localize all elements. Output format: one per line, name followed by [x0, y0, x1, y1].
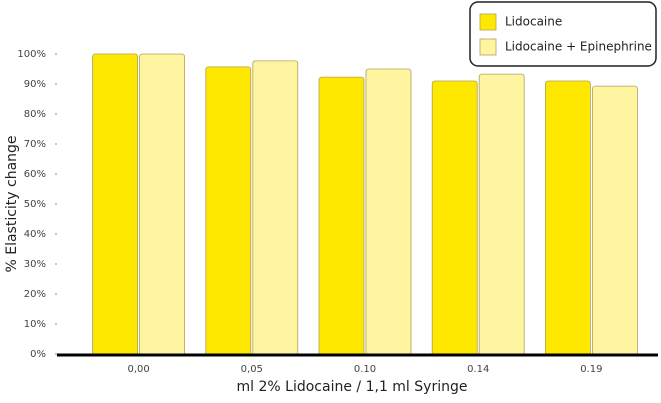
x-tick-label: 0.19 — [580, 364, 602, 375]
bar — [478, 73, 525, 355]
x-tick-label: 0,00 — [127, 364, 149, 375]
x-tick-label: 0.10 — [354, 364, 376, 375]
legend-label: Lidocaine — [505, 15, 562, 29]
y-tick-label: 90% — [24, 79, 46, 90]
x-tick-label: 0,05 — [241, 364, 263, 375]
legend-swatch — [479, 38, 497, 56]
bar — [365, 68, 412, 355]
bar — [318, 76, 365, 355]
bar — [431, 80, 478, 355]
bar — [205, 66, 252, 355]
y-tick-label: 10% — [24, 319, 46, 330]
y-axis-label: % Elasticity change — [4, 135, 20, 272]
legend-box — [469, 1, 657, 67]
y-tick-label: 20% — [24, 289, 46, 300]
y-tick-label: 80% — [24, 109, 46, 120]
y-tick-label: 100% — [17, 49, 46, 60]
y-tick-label: 30% — [24, 259, 46, 270]
x-axis-label: ml 2% Lidocaine / 1,1 ml Syringe — [237, 379, 468, 395]
bar — [252, 60, 299, 355]
x-tick-label: 0.14 — [467, 364, 489, 375]
y-tick-label: 40% — [24, 229, 46, 240]
y-tick-label: 60% — [24, 169, 46, 180]
bar — [92, 53, 138, 355]
legend-swatch — [479, 13, 497, 31]
y-tick-label: 0% — [30, 349, 46, 360]
legend-label: Lidocaine + Epinephrine — [505, 40, 652, 54]
y-tick-label: 70% — [24, 139, 46, 150]
bar — [592, 85, 638, 355]
y-tick-label: 50% — [24, 199, 46, 210]
bar — [545, 80, 591, 355]
bar — [139, 53, 185, 355]
